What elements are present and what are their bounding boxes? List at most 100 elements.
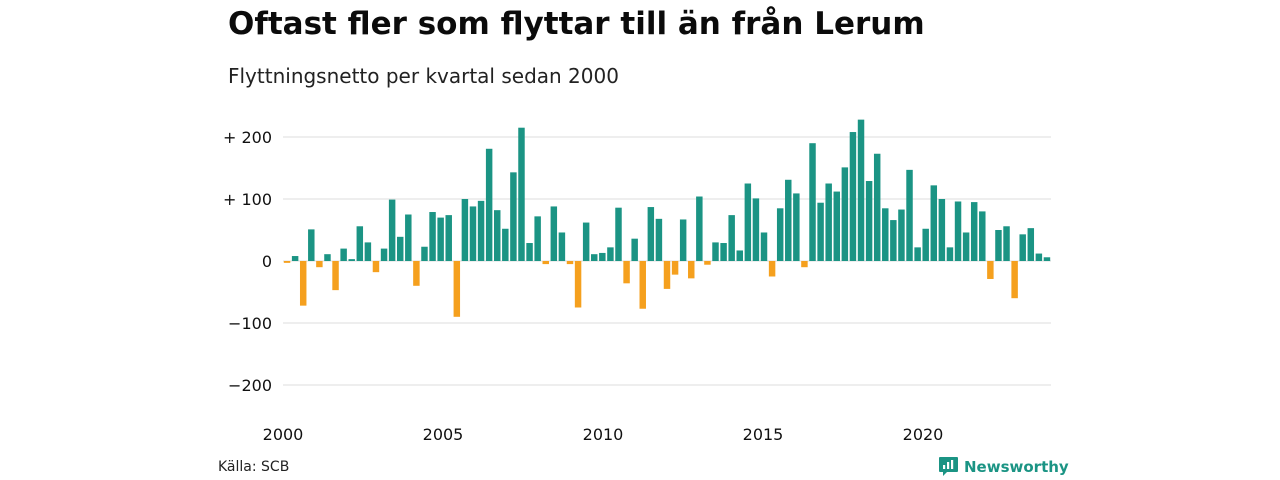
bar xyxy=(1011,261,1018,299)
bars xyxy=(283,119,1051,317)
bar xyxy=(299,261,307,306)
bar xyxy=(542,261,549,265)
y-tick-label: + 100 xyxy=(223,190,272,209)
bar xyxy=(348,259,355,261)
y-tick-label: 0 xyxy=(262,252,272,271)
bar xyxy=(914,247,921,261)
bar xyxy=(882,208,889,261)
bar xyxy=(728,215,735,261)
bar xyxy=(655,218,663,261)
bar xyxy=(631,238,638,261)
bar xyxy=(421,246,428,261)
bar xyxy=(736,250,743,261)
brand-logo: Newsworthy xyxy=(938,456,1069,477)
bar xyxy=(639,261,646,309)
bar xyxy=(679,219,687,261)
bar xyxy=(817,202,824,261)
bar xyxy=(793,193,800,261)
bar xyxy=(906,169,913,261)
bar xyxy=(720,243,727,261)
bar xyxy=(930,185,938,261)
bar xyxy=(526,243,533,261)
x-tick-label: 2010 xyxy=(583,425,624,444)
brand-name: Newsworthy xyxy=(964,457,1069,476)
bar xyxy=(291,256,299,261)
bar xyxy=(1003,226,1010,261)
bar xyxy=(946,247,954,261)
bar xyxy=(873,153,881,261)
bar xyxy=(461,199,469,261)
source-note: Källa: SCB xyxy=(218,459,290,475)
bar xyxy=(938,199,946,261)
x-axis-labels: 2000 2005 2010 2015 2020 xyxy=(263,425,944,444)
bar xyxy=(671,261,679,275)
chart-title: Oftast fler som flyttar till än från Ler… xyxy=(228,6,925,42)
bar xyxy=(970,202,978,261)
bar xyxy=(340,248,347,261)
bar xyxy=(760,232,768,261)
bar xyxy=(712,242,719,261)
bar xyxy=(413,261,420,286)
bar xyxy=(566,261,574,265)
bar xyxy=(607,247,614,261)
bar xyxy=(477,200,485,261)
bar xyxy=(647,207,655,261)
bar xyxy=(776,208,784,261)
y-axis-labels: + 200 + 100 0 −100 −200 xyxy=(223,128,272,395)
bar xyxy=(801,261,808,268)
bar xyxy=(752,198,760,261)
bar xyxy=(898,209,905,261)
bar xyxy=(437,217,444,261)
bar xyxy=(429,212,436,261)
bar xyxy=(1043,257,1051,261)
bar xyxy=(1035,253,1043,261)
bar xyxy=(405,214,412,261)
bar xyxy=(494,210,501,261)
bar xyxy=(1019,234,1026,261)
bar xyxy=(1027,228,1035,261)
bar xyxy=(696,196,703,261)
newsworthy-logo-icon xyxy=(939,457,958,476)
bar xyxy=(744,183,752,261)
bar xyxy=(582,222,590,261)
bar xyxy=(453,261,461,317)
chart-subtitle: Flyttningsnetto per kvartal sedan 2000 xyxy=(228,64,619,88)
bar xyxy=(785,179,792,261)
bar xyxy=(849,132,857,261)
bar xyxy=(469,206,477,261)
bar xyxy=(809,143,816,261)
x-tick-label: 2015 xyxy=(743,425,784,444)
bar xyxy=(995,230,1002,261)
bar xyxy=(510,172,517,261)
bar xyxy=(865,181,873,261)
bar xyxy=(841,167,849,261)
y-tick-label: −100 xyxy=(228,314,272,333)
y-tick-label: + 200 xyxy=(223,128,272,147)
bar xyxy=(332,261,339,291)
bar xyxy=(591,254,598,261)
bar xyxy=(825,183,832,261)
bar xyxy=(704,261,711,265)
bar xyxy=(574,261,582,308)
bar xyxy=(599,252,606,261)
bar xyxy=(979,211,986,261)
bar xyxy=(308,229,315,261)
bar xyxy=(550,206,558,261)
bar xyxy=(954,201,962,261)
bar xyxy=(380,248,388,261)
bar xyxy=(485,148,493,261)
bar xyxy=(518,127,525,261)
bar xyxy=(688,261,695,279)
bar xyxy=(388,199,396,261)
bar xyxy=(558,232,566,261)
bar xyxy=(987,261,994,279)
bar-chart: + 200 + 100 0 −100 −200 2000 2005 2010 2015 2020 xyxy=(223,119,1051,444)
bar xyxy=(356,226,364,261)
bar xyxy=(364,242,372,261)
bar xyxy=(502,228,509,261)
bar xyxy=(857,119,865,261)
bar xyxy=(372,261,380,273)
bar xyxy=(283,261,291,263)
bar xyxy=(615,207,622,261)
y-tick-label: −200 xyxy=(228,376,272,395)
